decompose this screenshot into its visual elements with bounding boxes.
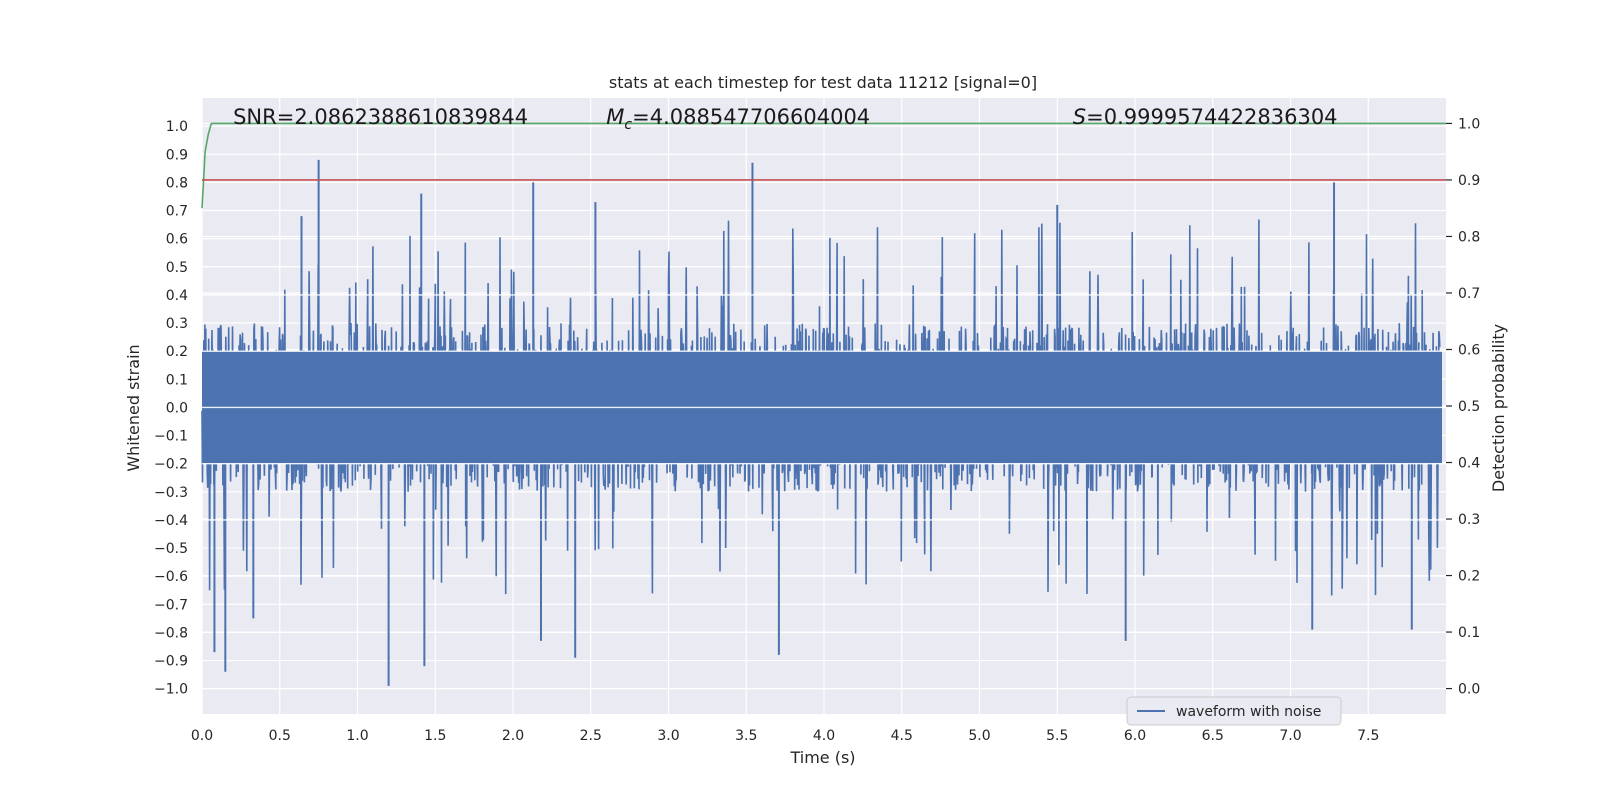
y-tick-label-left: 1.0 <box>166 119 188 135</box>
legend-box <box>1126 696 1342 726</box>
x-tick-label: 1.0 <box>346 728 368 744</box>
y-tick-label-right: 0.0 <box>1458 682 1480 698</box>
x-tick-label: 1.5 <box>424 728 446 744</box>
y-tick-label-left: 0.2 <box>166 344 188 360</box>
annotation-value: =0.9999574422836304 <box>1086 105 1337 129</box>
y-axis-label-left: Whitened strain <box>124 344 143 471</box>
y-axis-label-right: Detection probability <box>1489 324 1508 492</box>
y-tick-label-left: −0.5 <box>154 541 188 557</box>
y-tick-label-left: 0.3 <box>166 316 188 332</box>
y-tick-label-left: −0.7 <box>154 597 188 613</box>
y-tick-label-left: 0.7 <box>166 204 188 220</box>
ticks: 0.0 0.5 1.0 1.5 2.0 2.5 3.0 3.5 4.0 4.5 5.0 5.5 6.0 6… <box>154 116 1480 744</box>
y-tick-label-right: 0.4 <box>1458 456 1480 472</box>
annotation-text: Mc=4.088547706604004 <box>606 105 870 133</box>
annotation-symbol: S <box>1073 105 1086 129</box>
y-tick-label-left: 0.5 <box>166 260 188 276</box>
y-tick-label-left: −0.8 <box>154 625 188 641</box>
y-tick-label-right: 0.3 <box>1458 512 1480 528</box>
annotations: SNR=2.0862388610839844 Mc=4.0885477066040… <box>233 105 1337 133</box>
probability-series <box>201 122 1446 209</box>
y-tick-label-left: 0.9 <box>166 147 188 163</box>
y-tick-label-left: −0.6 <box>154 569 188 585</box>
x-tick-label: 2.0 <box>502 728 524 744</box>
annotation-value: SNR=2.0862388610839844 <box>233 105 528 129</box>
legend-label: waveform with noise <box>1176 704 1321 720</box>
x-tick-label: 0.5 <box>269 728 291 744</box>
x-tick-label: 3.5 <box>735 728 757 744</box>
x-tick-label: 6.0 <box>1124 728 1146 744</box>
y-tick-label-right: 0.6 <box>1458 342 1480 358</box>
x-tick-label: 5.0 <box>968 728 990 744</box>
y-tick-label-left: −0.3 <box>154 485 188 501</box>
chart-title: stats at each timestep for test data 112… <box>609 73 1037 92</box>
y-tick-label-left: 0.1 <box>166 372 188 388</box>
y-tick-label-left: −1.0 <box>154 682 188 698</box>
y-tick-label-left: 0.8 <box>166 175 188 191</box>
waveform-series <box>201 159 1446 686</box>
x-tick-label: 5.5 <box>1046 728 1068 744</box>
y-tick-label-left: −0.2 <box>154 457 188 473</box>
y-tick-label-right: 1.0 <box>1458 116 1480 132</box>
x-tick-label: 6.5 <box>1202 728 1224 744</box>
x-tick-label: 4.0 <box>813 728 835 744</box>
annotation-value: =4.088547706604004 <box>632 105 870 129</box>
y-tick-label-right: 0.1 <box>1458 625 1480 641</box>
y-tick-label-left: −0.4 <box>154 513 188 529</box>
y-tick-label-right: 0.7 <box>1458 286 1480 302</box>
y-tick-label-left: −0.1 <box>154 429 188 445</box>
y-tick-label-right: 0.5 <box>1458 399 1480 415</box>
x-tick-label: 2.5 <box>580 728 602 744</box>
annotation-text: SNR=2.0862388610839844 <box>233 105 528 129</box>
legend: waveform with noise <box>1126 696 1342 726</box>
annotation-text: S=0.9999574422836304 <box>1073 105 1338 129</box>
y-tick-label-right: 0.2 <box>1458 569 1480 585</box>
x-tick-label: 4.5 <box>891 728 913 744</box>
y-tick-label-right: 0.8 <box>1458 229 1480 245</box>
y-tick-label-left: 0.0 <box>166 400 188 416</box>
x-tick-label: 7.0 <box>1279 728 1301 744</box>
x-tick-label: 7.5 <box>1357 728 1379 744</box>
annotation-subscript: c <box>624 117 632 133</box>
x-tick-label: 3.0 <box>657 728 679 744</box>
x-tick-label: 0.0 <box>191 728 213 744</box>
y-tick-label-left: −0.9 <box>154 654 188 670</box>
y-tick-label-left: 0.6 <box>166 232 188 248</box>
annotation-symbol: M <box>606 105 624 129</box>
x-axis-label: Time (s) <box>789 748 855 767</box>
y-tick-label-right: 0.9 <box>1458 173 1480 189</box>
y-tick-label-left: 0.4 <box>166 288 188 304</box>
